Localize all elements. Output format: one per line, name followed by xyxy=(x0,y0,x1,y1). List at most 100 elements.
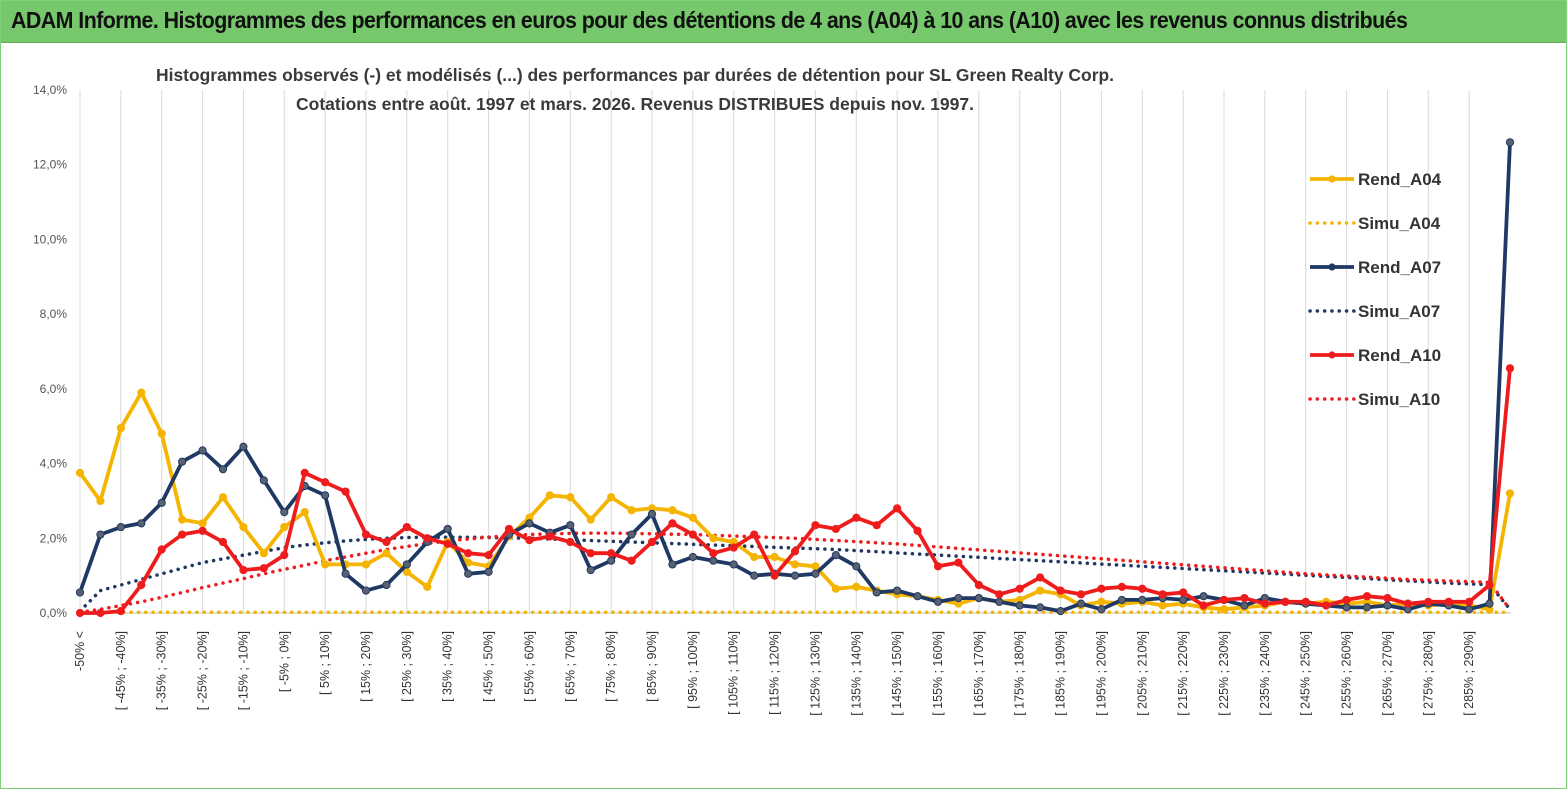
data-point-Rend_A07 xyxy=(1199,592,1208,601)
data-point-Rend_A07 xyxy=(1383,601,1392,610)
data-point-Rend_A10 xyxy=(361,530,371,539)
x-tick-label: [ 215% ; 220%] xyxy=(1176,631,1190,716)
data-point-Rend_A07 xyxy=(525,519,534,528)
x-tick-label: [ 255% ; 260%] xyxy=(1340,631,1354,716)
data-point-Rend_A07 xyxy=(811,569,820,578)
data-point-Rend_A07 xyxy=(321,491,330,500)
legend-item-Simu_A07: Simu_A07 xyxy=(1308,302,1440,321)
data-point-Rend_A07 xyxy=(954,593,963,603)
x-tick-label: [ 165% ; 170%] xyxy=(972,631,986,716)
data-point-Rend_A07 xyxy=(1097,605,1106,614)
data-point-Rend_A04 xyxy=(96,496,105,506)
data-point-Rend_A10 xyxy=(75,608,85,618)
data-point-Rend_A07 xyxy=(1342,603,1351,612)
data-point-Rend_A04 xyxy=(1505,489,1515,498)
data-point-Rend_A04 xyxy=(790,560,800,569)
data-point-Rend_A07 xyxy=(157,498,166,507)
x-tick-label: [ 95% ; 100%] xyxy=(686,631,700,709)
legend-label: Rend_A07 xyxy=(1358,258,1441,277)
data-point-Rend_A04 xyxy=(423,582,432,591)
report-banner: ADAM Informe. Histogrammes des performan… xyxy=(1,1,1566,43)
data-point-Rend_A10 xyxy=(1056,586,1065,595)
data-point-Rend_A07 xyxy=(198,446,207,455)
data-point-Rend_A10 xyxy=(1036,573,1045,582)
data-point-Rend_A10 xyxy=(259,564,268,573)
data-point-Rend_A10 xyxy=(239,565,248,575)
data-point-Rend_A04 xyxy=(811,562,820,571)
data-point-Rend_A04 xyxy=(1158,601,1167,610)
x-tick-label: [ 125% ; 130%] xyxy=(808,631,822,716)
data-point-Rend_A10 xyxy=(974,580,983,590)
data-point-Rend_A10 xyxy=(933,562,943,571)
data-point-Rend_A10 xyxy=(586,549,595,558)
x-tick-label: [ 265% ; 270%] xyxy=(1380,631,1394,716)
x-tick-label: [ 205% ; 210%] xyxy=(1135,631,1149,716)
data-point-Rend_A10 xyxy=(1076,590,1086,599)
data-point-Rend_A07 xyxy=(116,522,125,532)
x-tick-label: [ -15% ; -10%] xyxy=(236,631,250,710)
x-tick-label: [ 65% ; 70%] xyxy=(563,631,577,702)
series-line-Rend_A07 xyxy=(78,142,1512,613)
data-point-Rend_A07 xyxy=(1485,599,1494,608)
y-tick-label: 0,0% xyxy=(40,606,68,620)
data-point-Rend_A07 xyxy=(259,476,268,485)
x-tick-label: [ 5% ; 10%] xyxy=(318,631,332,695)
data-point-Rend_A07 xyxy=(1036,603,1045,612)
data-point-Rend_A10 xyxy=(341,487,350,496)
data-point-Rend_A10 xyxy=(1015,584,1024,593)
data-point-Rend_A04 xyxy=(750,552,759,562)
data-point-Rend_A10 xyxy=(688,530,697,539)
data-point-Rend_A07 xyxy=(974,593,983,603)
data-point-Rend_A07 xyxy=(790,571,800,580)
data-point-Rend_A07 xyxy=(137,519,146,528)
x-tick-label: -50% < xyxy=(73,631,87,671)
legend-label: Rend_A04 xyxy=(1358,170,1442,189)
data-point-Rend_A10 xyxy=(913,526,922,535)
data-point-Rend_A07 xyxy=(280,508,289,517)
data-point-Rend_A04 xyxy=(157,429,166,438)
legend-item-Rend_A10: Rend_A10 xyxy=(1310,346,1441,365)
chart-legend: Rend_A04 Simu_A04 Rend_A07 Simu_A07 Rend_A10… xyxy=(1308,170,1442,409)
data-point-Rend_A10 xyxy=(954,558,963,567)
data-point-Rend_A10 xyxy=(1097,584,1106,593)
data-point-Rend_A10 xyxy=(1362,592,1372,601)
y-tick-label: 14,0% xyxy=(33,83,67,97)
x-tick-label: [ 85% ; 90%] xyxy=(645,631,659,702)
legend-marker xyxy=(1328,263,1336,271)
x-tick-label: [ 175% ; 180%] xyxy=(1013,631,1027,716)
data-point-Rend_A10 xyxy=(811,521,820,530)
data-point-Rend_A10 xyxy=(1403,599,1412,608)
data-point-Rend_A10 xyxy=(1199,601,1208,610)
data-point-Rend_A07 xyxy=(1362,603,1372,612)
series-Rend_A10 xyxy=(75,364,1515,618)
legend-label: Simu_A04 xyxy=(1358,214,1441,233)
data-point-Rend_A07 xyxy=(831,550,840,560)
data-point-Rend_A10 xyxy=(627,556,636,565)
data-point-Rend_A10 xyxy=(1465,597,1474,606)
data-point-Rend_A10 xyxy=(382,537,391,547)
y-tick-label: 8,0% xyxy=(40,307,68,321)
data-point-Rend_A10 xyxy=(402,522,411,532)
data-point-Rend_A10 xyxy=(218,537,228,547)
x-axis-ticks: -50% < [ -45% ; -40%] [ -35% ; -30%] [ -25%… xyxy=(73,631,1476,716)
x-tick-label: [ -25% ; -20%] xyxy=(196,631,210,710)
data-point-Rend_A04 xyxy=(116,423,125,433)
x-tick-label: [ 275% ; 280%] xyxy=(1421,631,1435,716)
data-point-Rend_A07 xyxy=(872,588,881,597)
data-point-Rend_A07 xyxy=(402,560,411,569)
data-point-Rend_A10 xyxy=(484,550,493,560)
data-point-Rend_A04 xyxy=(178,515,187,524)
data-point-Rend_A10 xyxy=(852,513,861,522)
legend-label: Simu_A10 xyxy=(1358,390,1440,409)
data-point-Rend_A07 xyxy=(1138,595,1147,605)
data-point-Rend_A04 xyxy=(280,522,289,532)
data-point-Rend_A04 xyxy=(361,560,371,569)
data-point-Rend_A07 xyxy=(341,569,350,578)
data-point-Rend_A07 xyxy=(484,567,493,577)
data-point-Rend_A04 xyxy=(852,582,861,591)
y-tick-label: 12,0% xyxy=(33,158,67,172)
legend-item-Simu_A10: Simu_A10 xyxy=(1308,390,1440,409)
data-point-Rend_A04 xyxy=(218,493,228,502)
data-point-Rend_A10 xyxy=(750,530,759,539)
